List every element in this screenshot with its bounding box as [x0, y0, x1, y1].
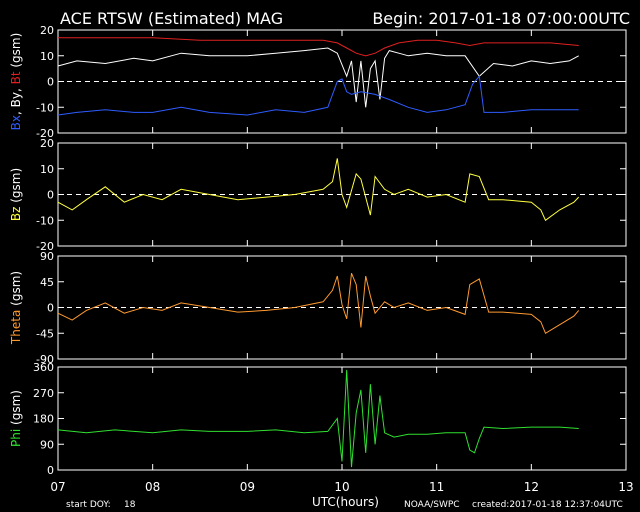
- series-bz: [57, 158, 580, 222]
- start-doy-label: start DOY:: [66, 500, 111, 510]
- y-tick-label: 270: [33, 387, 54, 400]
- y-axis-label: Phi (gsm): [9, 390, 23, 447]
- y-axis-label-part: Theta: [9, 310, 23, 345]
- agency-label: NOAA/SWPC: [404, 500, 460, 510]
- y-axis-label-part: (gsm): [9, 33, 23, 72]
- x-tick-label: 09: [240, 480, 255, 494]
- series-bt: [58, 37, 579, 57]
- y-tick-label: 45: [40, 276, 54, 289]
- x-tick-label: 07: [50, 480, 65, 494]
- y-tick-label: 10: [40, 50, 54, 63]
- x-tick-label: 13: [618, 480, 633, 494]
- start-doy-value: 18: [124, 500, 136, 510]
- panel-1: 20 10 0 -10 -20 Bx, By, Bt (gsm): [9, 24, 627, 140]
- x-tick-label: 10: [334, 480, 349, 494]
- x-tick-label: 08: [145, 480, 160, 494]
- y-tick-label: 90: [40, 250, 54, 263]
- panels: 20 10 0 -10 -20 Bx, By, Bt (gsm) 20 10 0 -10 -20 Bz…: [9, 24, 627, 477]
- y-axis-label: Theta (gsm): [9, 271, 23, 345]
- y-tick-label: 0: [47, 464, 54, 477]
- begin-time: Begin: 2017-01-18 07:00:00UTC: [372, 9, 630, 28]
- y-axis-label-part: , By,: [9, 84, 23, 115]
- panel-2: 20 10 0 -10 -20 Bz (gsm): [9, 137, 627, 253]
- y-tick-label: 20: [40, 137, 54, 150]
- y-axis-label-part: (gsm): [9, 271, 23, 310]
- y-tick-label: -20: [36, 127, 54, 140]
- y-tick-label: -10: [36, 101, 54, 114]
- y-tick-label: 0: [47, 76, 54, 89]
- y-axis-label-part: (gsm): [9, 168, 23, 207]
- y-tick-label: 0: [47, 189, 54, 202]
- y-tick-label: 90: [40, 438, 54, 451]
- series-phi: [57, 369, 579, 468]
- y-tick-label: 180: [33, 413, 54, 426]
- x-axis: 07 08 09 10 11 12 13: [50, 480, 633, 494]
- created-timestamp: created:2017-01-18 12:37:04UTC: [472, 500, 623, 510]
- x-tick-label: 11: [429, 480, 444, 494]
- y-tick-label: -10: [36, 214, 54, 227]
- y-axis-label-part: Bt: [9, 71, 23, 84]
- y-tick-label: -45: [36, 327, 54, 340]
- x-tick-label: 12: [524, 480, 539, 494]
- series-theta: [57, 273, 580, 335]
- y-axis-label-part: Bx: [9, 115, 23, 130]
- y-tick-label: 20: [40, 24, 54, 37]
- series-by: [57, 47, 579, 108]
- y-tick-label: 360: [33, 361, 54, 374]
- panel-4: 360 270 180 90 0 Phi (gsm): [9, 361, 627, 477]
- y-axis-label: Bx, By, Bt (gsm): [9, 33, 23, 131]
- y-tick-label: 0: [47, 302, 54, 315]
- y-tick-label: -20: [36, 240, 54, 253]
- series-bx: [57, 75, 579, 116]
- y-tick-label: 10: [40, 163, 54, 176]
- y-tick-label: -90: [36, 353, 54, 366]
- panel-3: 90 45 0 -45 -90 Theta (gsm): [9, 250, 627, 366]
- y-axis-label: Bz (gsm): [9, 168, 23, 221]
- x-axis-label: UTC(hours): [312, 495, 379, 509]
- chart-title: ACE RTSW (Estimated) MAG: [60, 9, 283, 28]
- y-axis-label-part: Phi: [9, 429, 23, 447]
- y-axis-label-part: Bz: [9, 207, 23, 222]
- y-axis-label-part: (gsm): [9, 390, 23, 429]
